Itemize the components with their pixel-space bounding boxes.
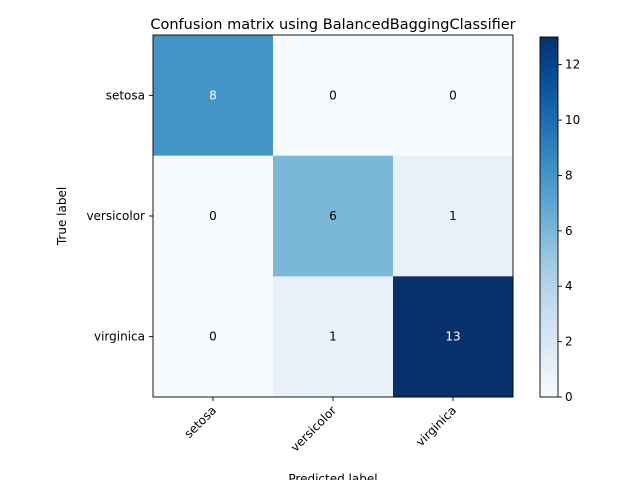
heatmap-cell	[273, 35, 394, 157]
y-tick-label: versicolor	[86, 209, 145, 223]
heatmap-cell	[153, 155, 274, 277]
cell-value-label: 0	[329, 88, 337, 102]
cell-value-label: 0	[209, 330, 217, 344]
heatmap-cell-labels: 8 0 0 0 6 1 0 1 13	[209, 88, 460, 343]
cell-value-label: 0	[449, 88, 457, 102]
colorbar-tick-label: 10	[565, 113, 580, 127]
colorbar-tick-label: 8	[565, 168, 573, 182]
x-tick-label: versicolor	[288, 403, 339, 454]
y-tick-label: virginica	[94, 330, 145, 344]
colorbar	[539, 36, 559, 398]
x-tick-label: virginica	[413, 403, 459, 449]
cell-value-label: 0	[209, 209, 217, 223]
heatmap-cells	[153, 35, 514, 398]
colorbar-tick-label: 2	[565, 335, 573, 349]
heatmap-cell	[393, 276, 514, 398]
colorbar-ticks: 0 2 4 6 8 10 12	[558, 58, 580, 404]
heatmap-cell	[393, 155, 514, 277]
cell-value-label: 13	[445, 330, 460, 344]
heatmap-cell	[153, 35, 274, 157]
x-tick-label: setosa	[181, 403, 219, 441]
cell-value-label: 1	[329, 330, 337, 344]
heatmap-cell	[273, 155, 394, 277]
heatmap-cell	[153, 276, 274, 398]
cell-value-label: 6	[329, 209, 337, 223]
chart-title: Confusion matrix using BalancedBaggingCl…	[150, 17, 515, 33]
colorbar-tick-label: 0	[565, 390, 573, 404]
y-axis-ticks: setosa versicolor virginica	[86, 88, 153, 344]
cell-value-label: 1	[449, 209, 457, 223]
y-tick-label: setosa	[106, 88, 145, 102]
colorbar-tick-label: 12	[565, 58, 580, 72]
x-axis-ticks: setosa versicolor virginica	[181, 397, 459, 455]
heatmap-cell	[393, 35, 514, 157]
colorbar-tick-label: 4	[565, 279, 573, 293]
x-axis-label: Predicted label	[288, 472, 377, 480]
colorbar-tick-label: 6	[565, 224, 573, 238]
y-axis-label: True label	[55, 187, 69, 246]
heatmap-cell	[273, 276, 394, 398]
cell-value-label: 8	[209, 88, 217, 102]
